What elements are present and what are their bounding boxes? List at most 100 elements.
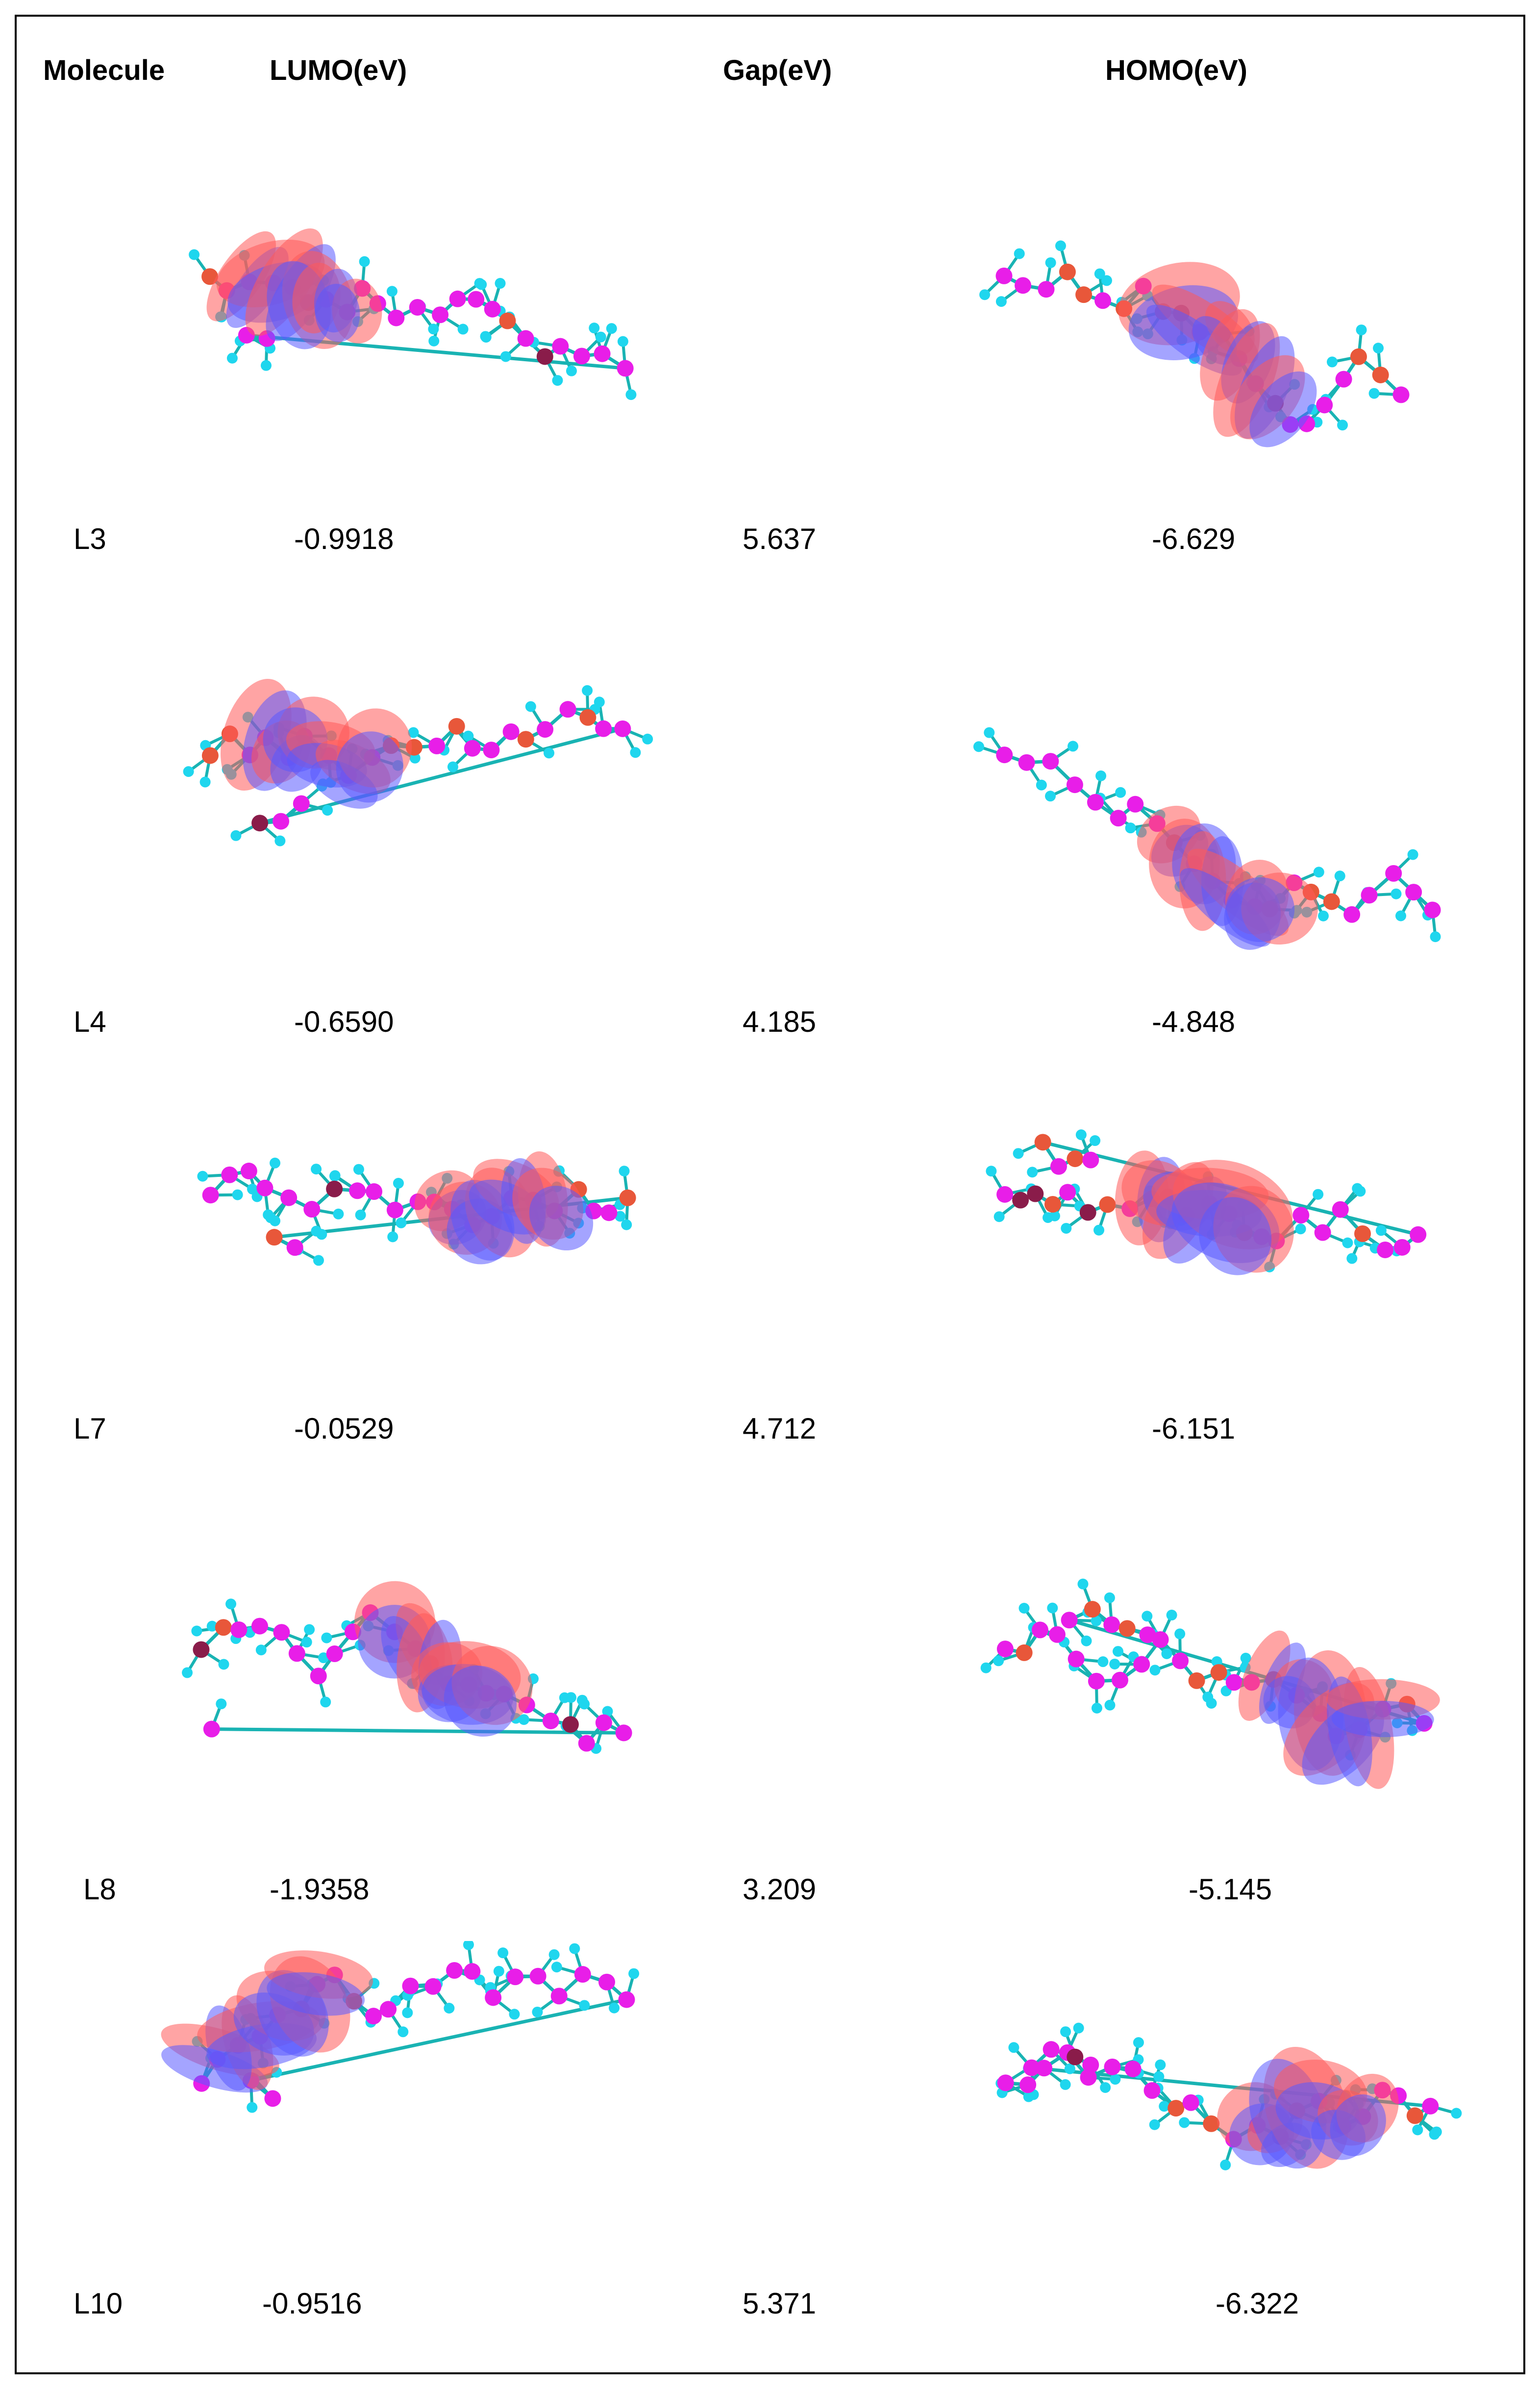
hydrogen-atom — [495, 278, 506, 289]
homo-value: -6.151 — [1152, 1412, 1236, 1445]
molecule-label: L8 — [83, 1873, 116, 1906]
carbon-atom — [1182, 2094, 1199, 2111]
hydrogen-atom — [480, 331, 491, 342]
carbon-atom — [424, 1978, 442, 1995]
hydrogen-atom — [1337, 420, 1348, 431]
hydrogen-atom — [1044, 791, 1056, 802]
orbital-lobe-negative — [336, 731, 403, 803]
nitrogen-atom — [536, 348, 553, 365]
gap-value: 4.712 — [743, 1412, 817, 1445]
carbon-atom — [997, 2074, 1014, 2091]
carbon-atom — [507, 1968, 524, 1986]
carbon-atom — [286, 1239, 303, 1256]
carbon-atom — [1061, 1612, 1078, 1629]
orbital-lobe-negative — [315, 283, 360, 342]
carbon-atom — [1036, 2060, 1053, 2077]
carbon-atom — [618, 1991, 635, 2008]
oxygen-atom — [1099, 1196, 1116, 1213]
hydrogen-atom — [1060, 2079, 1071, 2090]
carbon-atom — [1066, 776, 1083, 794]
hydrogen-atom — [1027, 1167, 1038, 1178]
hydrogen-atom — [318, 1652, 329, 1664]
hydrogen-atom — [628, 1968, 640, 1979]
hydrogen-atom — [518, 1714, 529, 1725]
hydrogen-atom — [509, 2009, 520, 2020]
hydrogen-atom — [1049, 1210, 1060, 1221]
carbon-atom — [502, 723, 520, 740]
hydrogen-atom — [225, 1598, 237, 1610]
carbon-atom — [303, 1201, 321, 1218]
carbon-atom — [349, 1182, 366, 1199]
hydrogen-atom — [1142, 1611, 1153, 1622]
hydrogen-atom — [444, 2003, 455, 2014]
orbital-lobe-negative — [267, 1972, 365, 2016]
carbon-atom — [1087, 794, 1104, 811]
carbon-atom — [1111, 1671, 1128, 1689]
hydrogen-atom — [548, 1949, 560, 1960]
orbital-lobes — [414, 1151, 594, 1265]
hydrogen-atom — [313, 1255, 324, 1266]
carbon-atom — [573, 348, 590, 365]
carbon-atom — [293, 795, 310, 812]
carbon-atom — [1103, 1616, 1120, 1633]
hydrogen-atom — [1240, 1652, 1251, 1664]
orbital-lobe-negative — [1225, 877, 1295, 942]
carbon-atom — [1082, 2056, 1099, 2073]
hydrogen-atom — [476, 279, 487, 290]
hydrogen-atom — [602, 1706, 613, 1717]
carbon-atom — [1292, 1207, 1310, 1224]
hydrogen-atom — [1326, 356, 1338, 368]
hydrogen-atom — [1174, 1628, 1186, 1640]
hydrogen-atom — [609, 2002, 620, 2014]
hydrogen-atom — [1161, 1648, 1172, 1659]
hydrogen-atom — [1090, 1135, 1101, 1146]
oxygen-atom — [1084, 1601, 1101, 1618]
gap-value: 5.637 — [743, 523, 817, 555]
hydrogen-atom — [408, 727, 419, 738]
hydrogen-atom — [551, 1962, 562, 1973]
orbital-lobes — [1217, 2046, 1399, 2169]
carbon-atom — [203, 1720, 220, 1738]
hydrogen-atom — [329, 1170, 341, 1181]
molecule-label: L10 — [74, 2287, 123, 2320]
hydrogen-atom — [1149, 1665, 1161, 1676]
oxygen-atom — [1075, 286, 1093, 303]
hydrogen-atom — [566, 365, 577, 376]
carbon-atom — [517, 330, 534, 347]
carbon-atom — [1104, 2058, 1121, 2075]
carbon-atom — [1392, 386, 1410, 403]
carbon-atom — [1133, 1656, 1150, 1673]
carbon-atom — [600, 1204, 618, 1221]
hydrogen-atom — [197, 1170, 208, 1182]
hydrogen-atom — [1391, 888, 1402, 899]
hydrogen-atom — [552, 375, 563, 386]
oxygen-atom — [579, 709, 596, 726]
oxygen-atom — [1372, 366, 1389, 383]
hydrogen-atom — [255, 1644, 267, 1656]
carbon-atom — [1082, 1151, 1099, 1169]
hydrogen-atom — [1352, 1183, 1363, 1194]
hydrogen-atom — [183, 766, 194, 777]
hydrogen-atom — [1101, 275, 1112, 286]
hydrogen-atom — [247, 2102, 258, 2113]
carbon-atom — [251, 1618, 268, 1635]
l4-homo-structure — [973, 727, 1441, 950]
hydrogen-atom — [1356, 324, 1367, 336]
carbon-atom — [1405, 884, 1422, 901]
carbon-atom — [1139, 1626, 1156, 1643]
hydrogen-atom — [1018, 1602, 1030, 1614]
molecule-label: L3 — [74, 523, 106, 555]
lumo-value: -0.6590 — [294, 1005, 394, 1038]
carbon-atom — [1124, 2060, 1142, 2077]
nitrogen-atom — [251, 815, 269, 832]
hydrogen-atom — [565, 1692, 576, 1703]
hydrogen-atom — [1064, 2063, 1075, 2074]
oxygen-atom — [1188, 1672, 1205, 1689]
carbon-atom — [432, 306, 449, 324]
orbital-lobe-negative — [1331, 1700, 1434, 1738]
oxygen-atom — [1067, 1150, 1084, 1168]
carbon-atom — [595, 720, 612, 737]
molecule-label: L7 — [74, 1412, 106, 1445]
hydrogen-atom — [333, 1208, 344, 1219]
carbon-atom — [221, 1166, 238, 1183]
